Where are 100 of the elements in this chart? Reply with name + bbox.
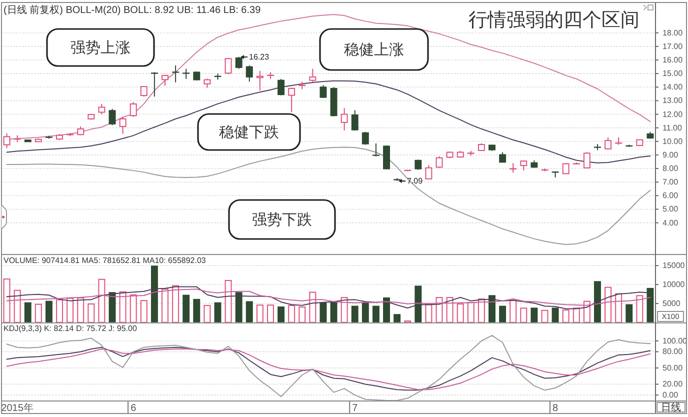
bar xyxy=(414,286,422,322)
line-series xyxy=(6,334,651,401)
bar xyxy=(288,304,296,323)
bar xyxy=(77,297,84,323)
y-tick-label: 14.00 xyxy=(662,82,684,92)
candlestick xyxy=(204,78,211,88)
candlestick xyxy=(119,116,126,134)
bar xyxy=(446,297,454,323)
candlestick xyxy=(499,152,506,163)
y-tick-label: 20.00 xyxy=(662,380,684,389)
line-series xyxy=(6,288,651,306)
bar xyxy=(309,292,316,323)
candlestick xyxy=(288,87,296,113)
y-tick-label: 7.00 xyxy=(662,178,679,187)
y-tick-label: 11.00 xyxy=(662,123,682,132)
bar xyxy=(520,308,528,323)
bar xyxy=(456,303,464,323)
y-tick-label: 50.00 xyxy=(662,363,684,372)
candlestick xyxy=(362,131,369,146)
bar xyxy=(204,304,211,323)
line-series xyxy=(6,80,651,164)
candlestick xyxy=(320,84,327,98)
bar xyxy=(488,295,496,322)
candlestick xyxy=(108,108,116,126)
candlestick xyxy=(351,110,358,132)
y-tick-label: 12.00 xyxy=(662,110,684,119)
y-tick-label: 4.00 xyxy=(662,218,679,228)
bar xyxy=(320,302,327,322)
bar xyxy=(3,278,10,323)
bar xyxy=(246,301,253,322)
bar xyxy=(172,285,180,323)
bar xyxy=(562,310,570,323)
x-tick-label: 7 xyxy=(352,403,358,414)
bar xyxy=(394,314,401,322)
candlestick xyxy=(130,102,137,118)
candlestick xyxy=(604,136,612,150)
bar xyxy=(98,278,106,323)
y-tick-label: 80.00 xyxy=(662,347,684,356)
bar xyxy=(594,281,601,322)
y-tick-label: 13.00 xyxy=(662,96,684,106)
candlestick xyxy=(436,156,443,168)
candlestick xyxy=(340,108,348,132)
y-tick-label: 10.00 xyxy=(662,136,684,146)
candlestick xyxy=(150,72,158,98)
candlestick xyxy=(309,68,316,82)
candlestick xyxy=(583,152,590,170)
bar xyxy=(530,308,538,322)
bar xyxy=(572,308,580,323)
y-tick-label: 5000 xyxy=(662,298,681,308)
bar xyxy=(34,304,42,323)
y-tick-label: 0.00 xyxy=(662,390,679,400)
bar xyxy=(24,302,32,322)
bar xyxy=(478,298,485,323)
y-tick-label: 8.00 xyxy=(662,164,679,174)
bar xyxy=(615,293,622,323)
bar xyxy=(140,300,148,323)
candlestick xyxy=(182,68,190,80)
bar xyxy=(88,303,95,323)
candlestick xyxy=(383,144,390,170)
bar xyxy=(45,300,52,322)
bar xyxy=(150,266,158,322)
candlestick xyxy=(140,86,148,98)
candlestick xyxy=(278,78,285,96)
candlestick xyxy=(562,162,570,174)
chart-subtitle: KDJ(9,3,3) K: 82.14 D: 75.72 J: 95.00 xyxy=(4,324,138,333)
y-tick-label: 15.00 xyxy=(662,69,684,78)
bar xyxy=(235,292,242,322)
candlestick xyxy=(224,57,232,75)
annotation: 强势上涨 xyxy=(70,38,130,56)
bar xyxy=(182,294,190,322)
y-tick-label: 5.00 xyxy=(662,204,679,214)
annotation: 稳健下跌 xyxy=(219,123,279,141)
candlestick xyxy=(256,70,264,92)
line-series xyxy=(6,146,651,246)
line-series xyxy=(6,286,651,310)
bar xyxy=(256,304,264,323)
bar xyxy=(267,304,274,323)
bar xyxy=(425,304,432,323)
annotation: 强势下跌 xyxy=(252,210,312,228)
bar xyxy=(467,302,474,323)
y-tick-label: 6.00 xyxy=(662,191,679,200)
candlestick xyxy=(246,64,253,82)
y-tick-label: 16.00 xyxy=(662,55,684,64)
candlestick xyxy=(372,142,380,157)
bar xyxy=(499,306,506,322)
x-tick-label: 6 xyxy=(130,403,137,414)
bar xyxy=(193,298,200,322)
bar xyxy=(626,304,633,322)
candlestick xyxy=(172,64,180,83)
bar xyxy=(383,297,390,322)
bar xyxy=(636,295,644,323)
annotation: 7.09 xyxy=(407,176,424,186)
chart-subtitle: (日线 前复权) BOLL-M(20) BOLL: 8.92 UB: 11.46 LB: 6.39 xyxy=(4,4,262,16)
bar xyxy=(298,306,306,323)
bar xyxy=(330,302,338,322)
y-tick-label: 9.00 xyxy=(662,150,679,160)
chart-subtitle: VOLUME: 907414.81 MA5: 781652.81 MA10: 655892.03 xyxy=(4,256,206,265)
bar xyxy=(162,288,168,323)
bar xyxy=(214,302,222,322)
y-tick-label: 18.00 xyxy=(662,28,684,38)
